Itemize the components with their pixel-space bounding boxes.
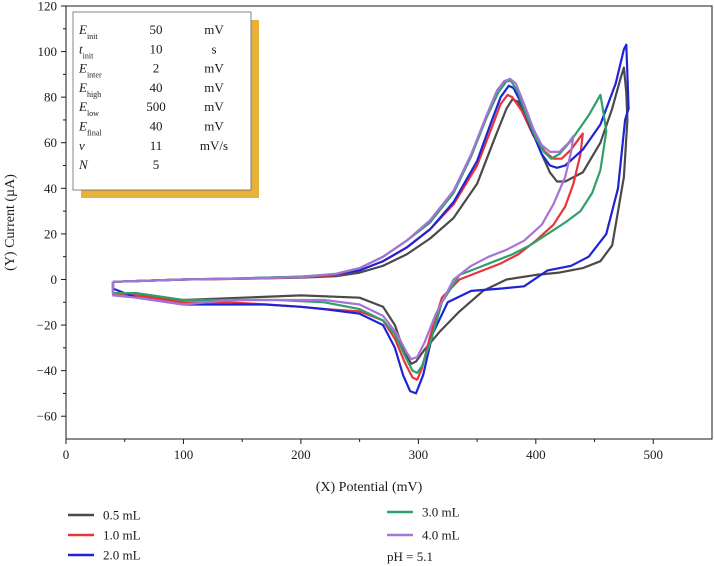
parameters-box: Einit 50 mV tinit 10 s Einter 2 mV Ehigh 40 mV Elow 5… (72, 11, 259, 198)
legend-label-5: 4.0 mL (422, 528, 460, 543)
param-unit: mV (204, 80, 224, 95)
param-symbol-main: E (78, 119, 87, 134)
y-tick-label: 60 (44, 135, 57, 150)
x-tick-label: 300 (409, 447, 429, 462)
param-subscript: inter (87, 71, 102, 80)
param-symbol-main: E (78, 22, 87, 37)
param-symbol-main: t (79, 41, 83, 56)
param-symbol: N (78, 157, 89, 172)
param-symbol: tinit (79, 41, 94, 60)
param-symbol-main: v (79, 138, 85, 153)
param-symbol-main: N (78, 157, 89, 172)
param-symbol-main: E (78, 99, 87, 114)
series-line-3 (111, 43, 630, 395)
param-value: 40 (150, 119, 163, 134)
y-tick-label: 40 (44, 181, 57, 196)
y-tick-label: 120 (38, 0, 58, 14)
param-value: 2 (153, 61, 160, 76)
plot-frame (65, 5, 713, 440)
param-unit: mV (204, 61, 224, 76)
param-symbol: v (79, 138, 85, 153)
param-symbol: Einit (78, 22, 98, 41)
y-tick-label: 80 (44, 90, 57, 105)
series-line-1 (111, 66, 629, 365)
y-tick-label: −60 (37, 409, 57, 424)
legend-label-3: 2.0 mL (103, 548, 141, 563)
ph-note: pH = 5.1 (387, 549, 433, 564)
series-line-5 (111, 77, 575, 361)
x-axis-title: (X) Potential (mV) (316, 480, 423, 495)
param-value: 40 (150, 80, 163, 95)
parameters-box-panel (72, 11, 252, 191)
y-tick-label: 100 (38, 44, 58, 59)
legend-label-4: 3.0 mL (422, 505, 460, 520)
param-symbol: Efinal (78, 119, 102, 138)
param-value: 11 (150, 138, 163, 153)
legend-label-1: 0.5 mL (103, 508, 141, 523)
param-value: 50 (150, 22, 163, 37)
param-subscript: final (87, 129, 102, 138)
y-tick-label: 0 (51, 272, 58, 287)
param-subscript: high (87, 90, 101, 99)
x-tick-label: 500 (644, 447, 664, 462)
x-tick-label: 0 (63, 447, 70, 462)
x-tick-label: 200 (291, 447, 311, 462)
param-unit: s (211, 41, 216, 56)
y-tick-label: −40 (37, 363, 57, 378)
axes: 0 100 200 300 400 500 −60 −40 −20 0 20 40 60 80 100 120… (3, 0, 713, 495)
param-value: 5 (153, 157, 160, 172)
param-subscript: init (87, 32, 98, 41)
param-value: 10 (150, 41, 163, 56)
x-tick-label: 400 (526, 447, 546, 462)
param-symbol: Elow (78, 99, 99, 118)
series-layer (111, 43, 630, 395)
param-symbol: Einter (78, 61, 102, 80)
param-unit: mV (204, 99, 224, 114)
param-subscript: low (87, 109, 99, 118)
param-symbol-main: E (78, 80, 87, 95)
param-symbol-main: E (78, 61, 87, 76)
param-subscript: init (83, 51, 94, 60)
param-unit: mV/s (200, 138, 228, 153)
legend-label-2: 1.0 mL (103, 528, 141, 543)
y-tick-label: 20 (44, 226, 57, 241)
series-line-4 (111, 80, 608, 374)
y-tick-label: −20 (37, 318, 57, 333)
param-value: 500 (146, 99, 166, 114)
param-unit: mV (204, 119, 224, 134)
param-unit: mV (204, 22, 224, 37)
legend: 0.5 mL 1.0 mL 2.0 mL 3.0 mL 4.0 mL pH = 5.1 (68, 505, 460, 564)
x-tick-label: 100 (174, 447, 194, 462)
y-axis-title: (Y) Current (µA) (3, 174, 18, 271)
param-symbol: Ehigh (78, 80, 101, 99)
